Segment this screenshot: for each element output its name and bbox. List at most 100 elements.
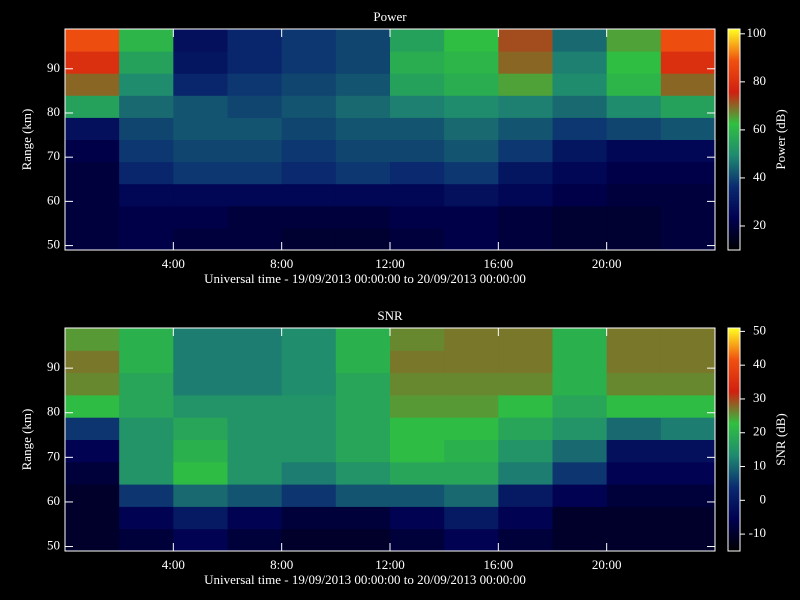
heatmap-cell [660,350,716,374]
heatmap-cell [660,328,716,351]
heatmap-cell [281,439,337,463]
heatmap-cell [606,394,662,418]
y-tick-label: 80 [47,404,60,419]
heatmap-cell [498,51,553,74]
heatmap-cell [335,117,391,140]
heatmap-cell [173,394,228,418]
heatmap-cell [65,461,120,485]
heatmap-cell [119,51,174,74]
heatmap-cell [390,95,445,118]
heatmap-cell [660,117,716,140]
heatmap-cell [390,372,445,396]
heatmap-cell [444,51,499,74]
heatmap-cell [227,227,283,251]
heatmap-cell [660,183,716,207]
heatmap-cell [173,506,228,530]
heatmap-cell [552,328,608,351]
heatmap-cell [227,439,283,463]
heatmap-cell [444,461,499,485]
heatmap-cell [119,461,174,485]
heatmap-cell [173,350,228,374]
heatmap-cell [227,29,283,52]
heatmap-cell [227,73,283,96]
heatmap-cell [335,350,391,374]
heatmap-cell [390,350,445,374]
heatmap-cell [552,372,608,396]
heatmap-cell [444,29,499,52]
heatmap-cell [65,506,120,530]
heatmap-cell [390,205,445,229]
heatmap-cell [335,394,391,418]
y-tick-label: 60 [47,493,60,508]
heatmap-cell [335,417,391,440]
heatmap-cell [444,227,499,251]
y-axis-label: Range (km) [19,109,34,171]
heatmap-cell [444,439,499,463]
heatmap-cell [552,227,608,251]
heatmap-cell [498,506,553,530]
heatmap-cell [335,73,391,96]
heatmap-cell [119,227,174,251]
heatmap-cell [335,328,391,351]
heatmap-cell [173,372,228,396]
heatmap-cell [335,528,391,552]
heatmap-cell [390,506,445,530]
heatmap-cell [390,394,445,418]
heatmap-cell [552,139,608,163]
heatmap-cell [173,227,228,251]
heatmap-cell [660,95,716,118]
heatmap-cell [335,439,391,463]
heatmap-cell [335,227,391,251]
heatmap-cell [606,484,662,507]
heatmap-cell [606,161,662,185]
heatmap-cell [606,139,662,163]
x-tick-label: 4:00 [162,557,185,572]
y-tick-label: 60 [47,192,60,207]
heatmap-cell [173,139,228,163]
heatmap-cell [660,484,716,507]
heatmap-cell [65,417,120,440]
heatmap-cell [335,205,391,229]
heatmap-cell [281,205,337,229]
heatmap-cell [444,394,499,418]
heatmap-cell [660,227,716,251]
heatmap-cell [119,328,174,351]
heatmap-cell [119,117,174,140]
heatmap-cell [227,461,283,485]
heatmap-cell [335,139,391,163]
heatmap-cell [227,506,283,530]
heatmap-cell [281,506,337,530]
heatmap-cell [335,372,391,396]
heatmap-cell [444,417,499,440]
heatmap-cell [606,528,662,552]
heatmap-cell [552,95,608,118]
heatmap-cell [498,205,553,229]
y-tick-label: 90 [47,359,60,374]
heatmap-cell [119,29,174,52]
heatmap-cell [552,506,608,530]
heatmap-cell [390,183,445,207]
colorbar-tick-label: 20 [753,217,766,232]
heatmap-cell [173,439,228,463]
heatmap-cell [660,528,716,552]
heatmap-cell [606,506,662,530]
heatmap-cell [660,461,716,485]
colorbar-label: SNR (dB) [773,413,788,465]
heatmap-cell [498,417,553,440]
heatmap-cell [390,439,445,463]
heatmap-cell [281,350,337,374]
heatmap-cell [119,372,174,396]
heatmap-cell [660,51,716,74]
heatmap-cell [498,372,553,396]
heatmap-cell [281,95,337,118]
heatmap-cell [173,528,228,552]
heatmap-cell [660,73,716,96]
heatmap-cell [281,227,337,251]
heatmap-cell [281,394,337,418]
heatmap-cell [498,227,553,251]
heatmap-cell [65,328,120,351]
heatmap-cell [281,29,337,52]
heatmap-cell [552,350,608,374]
heatmap-cell [390,51,445,74]
heatmap-cell [498,439,553,463]
